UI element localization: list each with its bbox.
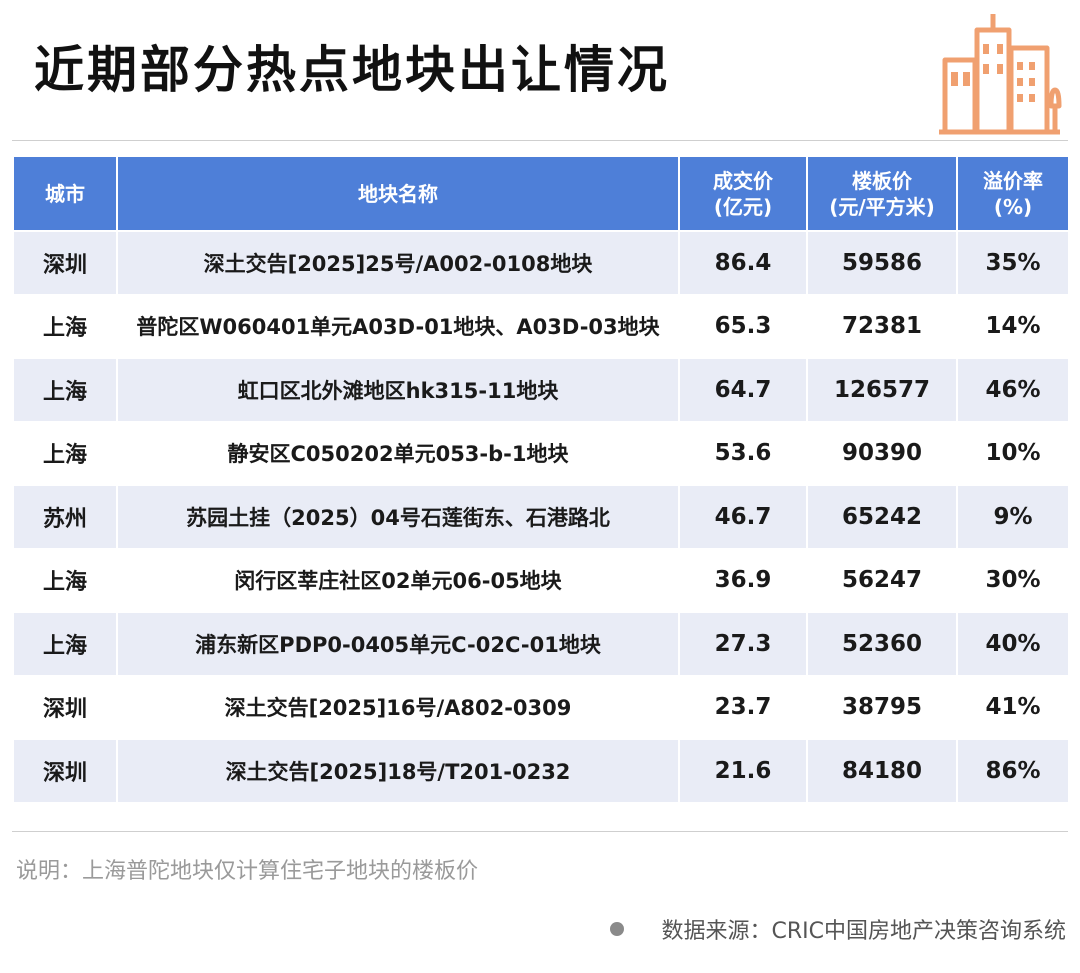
cell-premium-rate: 86% bbox=[956, 738, 1070, 804]
cell-deal-price: 21.6 bbox=[678, 738, 808, 804]
header-deal-price: 成交价 (亿元) bbox=[678, 155, 808, 232]
cell-city: 上海 bbox=[12, 420, 118, 486]
footnote: 说明：上海普陀地块仅计算住宅子地块的楼板价 bbox=[16, 859, 479, 884]
table-row: 深圳 深土交告[2025]18号/T201-0232 21.6 84180 86… bbox=[12, 738, 1070, 804]
cell-floor-price: 56247 bbox=[806, 547, 958, 613]
cell-premium-rate: 14% bbox=[956, 293, 1070, 359]
table-row: 上海 普陀区W060401单元A03D-01地块、A03D-03地块 65.3 … bbox=[12, 293, 1070, 359]
cell-floor-price: 59586 bbox=[806, 230, 958, 296]
table-row: 苏州 苏园土挂（2025）04号石莲街东、石港路北 46.7 65242 9% bbox=[12, 484, 1070, 550]
table-row: 深圳 深土交告[2025]25号/A002-0108地块 86.4 59586 … bbox=[12, 230, 1070, 296]
cell-floor-price: 65242 bbox=[806, 484, 958, 550]
cell-plot-name: 深土交告[2025]16号/A802-0309 bbox=[116, 674, 680, 740]
table-header-row: 城市 地块名称 成交价 (亿元) 楼板价 (元/平方米) 溢价率 (%) bbox=[12, 155, 1070, 232]
cell-plot-name: 普陀区W060401单元A03D-01地块、A03D-03地块 bbox=[116, 293, 680, 359]
table-row: 深圳 深土交告[2025]16号/A802-0309 23.7 38795 41… bbox=[12, 674, 1070, 740]
cell-deal-price: 36.9 bbox=[678, 547, 808, 613]
cell-plot-name: 虹口区北外滩地区hk315-11地块 bbox=[116, 357, 680, 423]
cell-plot-name: 苏园土挂（2025）04号石莲街东、石港路北 bbox=[116, 484, 680, 550]
cell-premium-rate: 40% bbox=[956, 611, 1070, 677]
source-line: 数据来源：CRIC中国房地产决策咨询系统 bbox=[609, 913, 1067, 945]
cell-premium-rate: 46% bbox=[956, 357, 1070, 423]
cell-deal-price: 53.6 bbox=[678, 420, 808, 486]
cell-city: 上海 bbox=[12, 357, 118, 423]
header-plot-name: 地块名称 bbox=[116, 155, 680, 232]
cell-premium-rate: 10% bbox=[956, 420, 1070, 486]
cell-premium-rate: 41% bbox=[956, 674, 1070, 740]
table-row: 上海 虹口区北外滩地区hk315-11地块 64.7 126577 46% bbox=[12, 357, 1070, 423]
table-row: 上海 浦东新区PDP0-0405单元C-02C-01地块 27.3 52360 … bbox=[12, 611, 1070, 677]
cell-deal-price: 64.7 bbox=[678, 357, 808, 423]
cell-deal-price: 46.7 bbox=[678, 484, 808, 550]
top-divider bbox=[12, 140, 1068, 141]
cell-floor-price: 72381 bbox=[806, 293, 958, 359]
cell-floor-price: 90390 bbox=[806, 420, 958, 486]
table-row: 上海 闵行区莘庄社区02单元06-05地块 36.9 56247 30% bbox=[12, 547, 1070, 613]
cell-plot-name: 闵行区莘庄社区02单元06-05地块 bbox=[116, 547, 680, 613]
source-text: 数据来源：CRIC中国房地产决策咨询系统 bbox=[661, 919, 1067, 944]
cell-city: 深圳 bbox=[12, 230, 118, 296]
cell-floor-price: 52360 bbox=[806, 611, 958, 677]
cell-plot-name: 浦东新区PDP0-0405单元C-02C-01地块 bbox=[116, 611, 680, 677]
cell-premium-rate: 35% bbox=[956, 230, 1070, 296]
cell-city: 苏州 bbox=[12, 484, 118, 550]
cell-city: 深圳 bbox=[12, 738, 118, 804]
cell-city: 上海 bbox=[12, 293, 118, 359]
cell-city: 上海 bbox=[12, 611, 118, 677]
dot-icon bbox=[609, 922, 624, 936]
cell-plot-name: 深土交告[2025]18号/T201-0232 bbox=[116, 738, 680, 804]
cell-deal-price: 23.7 bbox=[678, 674, 808, 740]
table-row: 上海 静安区C050202单元053-b-1地块 53.6 90390 10% bbox=[12, 420, 1070, 486]
cell-plot-name: 深土交告[2025]25号/A002-0108地块 bbox=[116, 230, 680, 296]
cell-premium-rate: 30% bbox=[956, 547, 1070, 613]
buildings-icon bbox=[939, 14, 1062, 135]
cell-deal-price: 27.3 bbox=[678, 611, 808, 677]
header-floor-price: 楼板价 (元/平方米) bbox=[806, 155, 958, 232]
cell-city: 上海 bbox=[12, 547, 118, 613]
header-premium-rate: 溢价率 (%) bbox=[956, 155, 1070, 232]
land-table: 城市 地块名称 成交价 (亿元) 楼板价 (元/平方米) 溢价率 (%) 深圳 深土交… bbox=[12, 155, 1070, 804]
cell-floor-price: 84180 bbox=[806, 738, 958, 804]
cell-deal-price: 86.4 bbox=[678, 230, 808, 296]
cell-floor-price: 126577 bbox=[806, 357, 958, 423]
page-title: 近期部分热点地块出让情况 bbox=[34, 41, 670, 99]
cell-city: 深圳 bbox=[12, 674, 118, 740]
bottom-divider bbox=[12, 831, 1068, 832]
cell-deal-price: 65.3 bbox=[678, 293, 808, 359]
cell-premium-rate: 9% bbox=[956, 484, 1070, 550]
cell-plot-name: 静安区C050202单元053-b-1地块 bbox=[116, 420, 680, 486]
header-city: 城市 bbox=[12, 155, 118, 232]
cell-floor-price: 38795 bbox=[806, 674, 958, 740]
